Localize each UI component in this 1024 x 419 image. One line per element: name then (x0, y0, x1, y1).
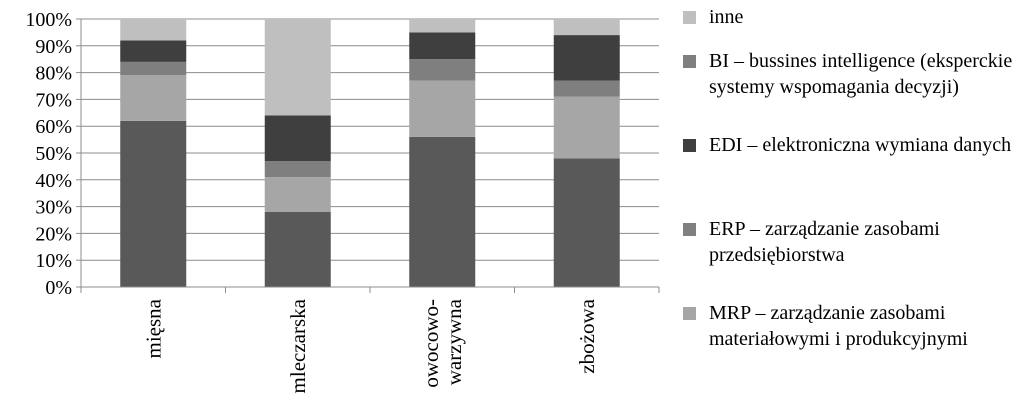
bar-segment (553, 158, 620, 287)
x-category-label: warzywna (442, 298, 466, 385)
legend-label: EDI – elektroniczna wymiana danych (709, 134, 1012, 156)
y-tick-label: 40% (35, 170, 72, 192)
y-tick-label: 20% (35, 223, 72, 245)
y-tick-label: 100% (25, 9, 72, 31)
bar-segment (120, 120, 187, 287)
legend-swatch (683, 307, 696, 320)
y-tick-label: 10% (35, 250, 72, 272)
bars (120, 19, 620, 287)
bar-segment (264, 115, 331, 162)
bar-segment (120, 40, 187, 62)
legend-swatch (683, 55, 696, 68)
bar-segment (553, 80, 620, 97)
bar-segment (264, 211, 331, 287)
legend-swatch (683, 139, 696, 152)
y-tick-label: 60% (35, 116, 72, 138)
bar-segment (553, 19, 620, 36)
x-category-label: zbożowa (575, 298, 599, 373)
bar-segment (553, 35, 620, 81)
bar-segment (409, 80, 476, 137)
legend-label: MRP – zarządzanie zasobami materiałowymi… (709, 302, 968, 350)
stacked-bar-chart: 0% 10% 20% 30% 40% 50% 60% 70% 80% 90% 100% mięsna… (25, 9, 660, 393)
legend-swatch (683, 11, 696, 24)
x-category-label: mięsna (141, 298, 165, 358)
legend-swatch (683, 223, 696, 236)
y-tick-label: 30% (35, 197, 72, 219)
legend-label: BI – bussines intelligence (eksperckie s… (709, 50, 1013, 98)
x-category-labels: mięsna mleczarska owocowo-warzywna zbożowa (141, 298, 599, 393)
bar-segment (120, 61, 187, 76)
bar-segment (120, 75, 187, 121)
y-tick-label: 50% (35, 143, 72, 165)
y-tick-labels: 0% 10% 20% 30% 40% 50% 60% 70% 80% 90% 100% (25, 9, 72, 299)
bar-segment (264, 161, 331, 178)
bar-segment (409, 19, 476, 33)
bar-segment (553, 96, 620, 159)
y-tick-label: 80% (35, 63, 72, 85)
bar-segment (409, 32, 476, 60)
bar-segment (264, 19, 331, 116)
axes (76, 18, 660, 293)
y-tick-label: 0% (45, 277, 72, 299)
legend-label: inne (709, 6, 744, 28)
x-category-label: owocowo- (419, 299, 443, 388)
y-tick-label: 70% (35, 89, 72, 111)
y-tick-label: 90% (35, 36, 72, 58)
legend-label: ERP – zarządzanie zasobami przedsiębiors… (709, 218, 940, 266)
bar-segment (409, 59, 476, 81)
bar-segment (409, 136, 476, 287)
x-category-label: mleczarska (286, 298, 310, 393)
bar-segment (264, 177, 331, 212)
bar-segment (120, 19, 187, 41)
